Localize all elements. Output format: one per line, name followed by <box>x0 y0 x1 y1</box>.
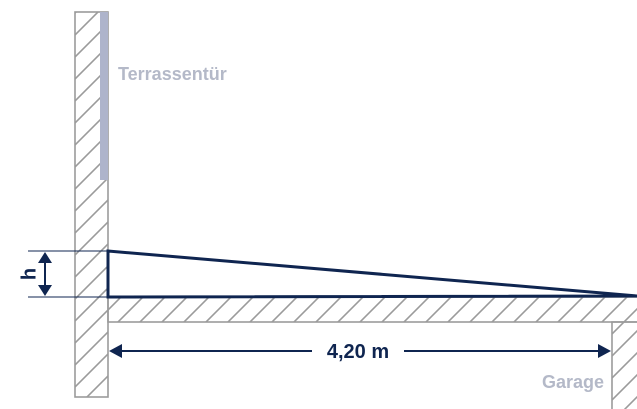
ramp-wedge <box>106 249 637 299</box>
height-label: h <box>18 268 40 280</box>
length-arrow-left <box>109 344 122 358</box>
garage-wall <box>611 321 637 409</box>
length-label: 4,20 m <box>327 341 389 363</box>
height-arrow-up <box>38 252 52 263</box>
length-arrow-right <box>598 344 611 358</box>
terrace-door <box>100 12 108 180</box>
garage-label: Garage <box>542 372 604 392</box>
height-arrow-down <box>38 285 52 296</box>
floor-slab <box>107 296 637 323</box>
door-label: Terrassentür <box>118 64 227 84</box>
